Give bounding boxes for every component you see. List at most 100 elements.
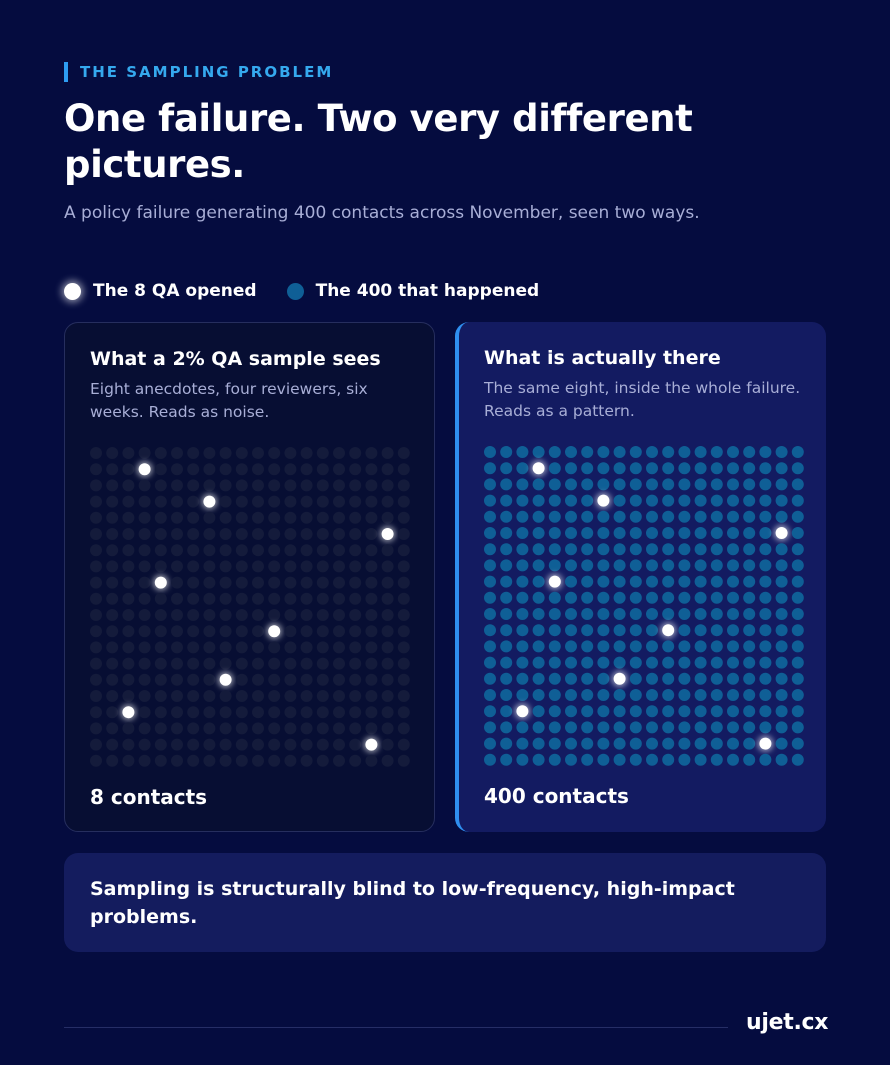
unseen-contact-dot — [397, 528, 410, 540]
failure-contact-dot — [694, 656, 707, 669]
unseen-contact-dot — [138, 528, 151, 540]
unseen-contact-dot — [349, 690, 362, 702]
failure-contact-dot — [484, 543, 496, 556]
failure-contact-dot — [694, 478, 707, 491]
unseen-contact-dot — [154, 592, 167, 605]
unseen-contact-dot — [203, 560, 216, 573]
unseen-contact-dot — [252, 511, 264, 524]
failure-contact-dot — [581, 624, 594, 637]
failure-contact-dot — [743, 543, 756, 556]
unseen-contact-dot — [203, 690, 216, 702]
failure-contact-dot — [727, 689, 739, 701]
unseen-contact-dot — [333, 690, 345, 702]
failure-contact-dot — [516, 478, 529, 491]
failure-contact-dot — [597, 608, 610, 620]
unseen-contact-dot — [138, 447, 151, 459]
unseen-contact-dot — [365, 754, 378, 767]
unseen-contact-dot — [235, 479, 248, 492]
unseen-contact-dot — [235, 722, 248, 735]
unseen-contact-dot — [138, 576, 151, 589]
eyebrow-text: THE SAMPLING PROBLEM — [80, 63, 334, 81]
failure-contact-dot — [710, 591, 723, 604]
failure-contact-dot — [791, 608, 804, 620]
unseen-contact-dot — [365, 511, 378, 524]
unseen-contact-dot — [381, 706, 394, 719]
unseen-contact-dot — [122, 722, 135, 735]
unseen-contact-dot — [187, 706, 200, 719]
failure-contact-dot — [710, 737, 723, 750]
failure-contact-dot — [500, 510, 513, 523]
failure-contact-dot — [484, 721, 496, 734]
failure-contact-dot — [791, 559, 804, 572]
failure-contact-dot — [500, 689, 513, 701]
failure-contact-dot — [743, 705, 756, 718]
unseen-contact-dot — [235, 609, 248, 621]
failure-contact-dot — [646, 705, 658, 718]
failure-contact-dot — [646, 591, 658, 604]
unseen-contact-dot — [381, 625, 394, 638]
unseen-contact-dot — [349, 625, 362, 638]
failure-contact-dot — [662, 510, 675, 523]
footer-divider — [64, 1027, 728, 1028]
failure-contact-dot — [532, 494, 545, 507]
failure-contact-dot — [500, 527, 513, 539]
failure-contact-dot — [484, 494, 496, 507]
failure-contact-dot — [500, 446, 513, 458]
failure-contact-dot — [548, 672, 561, 685]
unseen-contact-dot — [106, 625, 119, 638]
unseen-contact-dot — [381, 495, 394, 508]
unseen-contact-dot — [203, 544, 216, 557]
blue-dot-icon — [286, 282, 304, 300]
unseen-contact-dot — [284, 592, 297, 605]
unseen-contact-dot — [349, 511, 362, 524]
failure-contact-dot — [759, 705, 772, 718]
unseen-contact-dot — [90, 495, 102, 508]
unseen-contact-dot — [138, 706, 151, 719]
unseen-contact-dot — [219, 592, 232, 605]
unseen-contact-dot — [333, 722, 345, 735]
failure-contact-dot — [678, 591, 691, 604]
failure-contact-dot — [775, 689, 788, 701]
failure-contact-dot — [775, 559, 788, 572]
failure-contact-dot — [629, 510, 642, 523]
unseen-contact-dot — [235, 690, 248, 702]
failure-contact-dot — [565, 705, 577, 718]
failure-contact-dot — [759, 494, 772, 507]
unseen-contact-dot — [219, 576, 232, 589]
sampled-contact-dot — [532, 462, 545, 475]
failure-contact-dot — [613, 559, 626, 572]
unseen-contact-dot — [90, 754, 102, 767]
failure-contact-dot — [791, 689, 804, 701]
failure-contact-dot — [500, 462, 513, 475]
failure-contact-dot — [678, 656, 691, 669]
failure-contact-dot — [565, 640, 577, 653]
failure-contact-dot — [710, 705, 723, 718]
unseen-contact-dot — [187, 609, 200, 621]
failure-contact-dot — [548, 478, 561, 491]
failure-contact-dot — [532, 672, 545, 685]
failure-contact-dot — [694, 721, 707, 734]
failure-contact-dot — [662, 494, 675, 507]
failure-contact-dot — [629, 624, 642, 637]
failure-contact-dot — [791, 672, 804, 685]
failure-contact-dot — [532, 478, 545, 491]
failure-contact-dot — [678, 494, 691, 507]
failure-contact-dot — [597, 478, 610, 491]
unseen-contact-dot — [219, 528, 232, 540]
sampled-contact-dot — [516, 705, 529, 718]
failure-contact-dot — [759, 446, 772, 458]
failure-contact-dot — [775, 608, 788, 620]
failure-contact-dot — [548, 753, 561, 766]
failure-contact-dot — [646, 689, 658, 701]
unseen-contact-dot — [138, 690, 151, 702]
unseen-contact-dot — [138, 609, 151, 621]
failure-contact-dot — [646, 624, 658, 637]
unseen-contact-dot — [284, 706, 297, 719]
failure-contact-dot — [743, 624, 756, 637]
failure-contact-dot — [646, 672, 658, 685]
unseen-contact-dot — [284, 560, 297, 573]
unseen-contact-dot — [300, 560, 313, 573]
failure-contact-dot — [581, 510, 594, 523]
unseen-contact-dot — [138, 625, 151, 638]
failure-contact-dot — [597, 462, 610, 475]
